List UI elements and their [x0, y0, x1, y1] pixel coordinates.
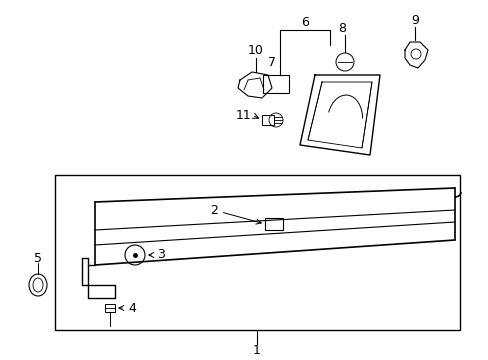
- Text: 5: 5: [34, 252, 42, 265]
- Text: 2: 2: [209, 203, 261, 224]
- Bar: [263, 75, 288, 93]
- Text: 6: 6: [301, 15, 308, 28]
- Text: 7: 7: [267, 55, 275, 68]
- Bar: [264, 218, 283, 230]
- Text: 9: 9: [410, 14, 418, 27]
- Text: 11: 11: [236, 108, 251, 122]
- Bar: [105, 304, 115, 312]
- Text: 8: 8: [337, 22, 346, 35]
- Text: 10: 10: [247, 44, 264, 57]
- Bar: [262, 115, 273, 125]
- Text: 4: 4: [119, 302, 136, 315]
- Text: 3: 3: [148, 248, 164, 261]
- Text: 1: 1: [253, 343, 261, 356]
- Bar: [55, 175, 459, 330]
